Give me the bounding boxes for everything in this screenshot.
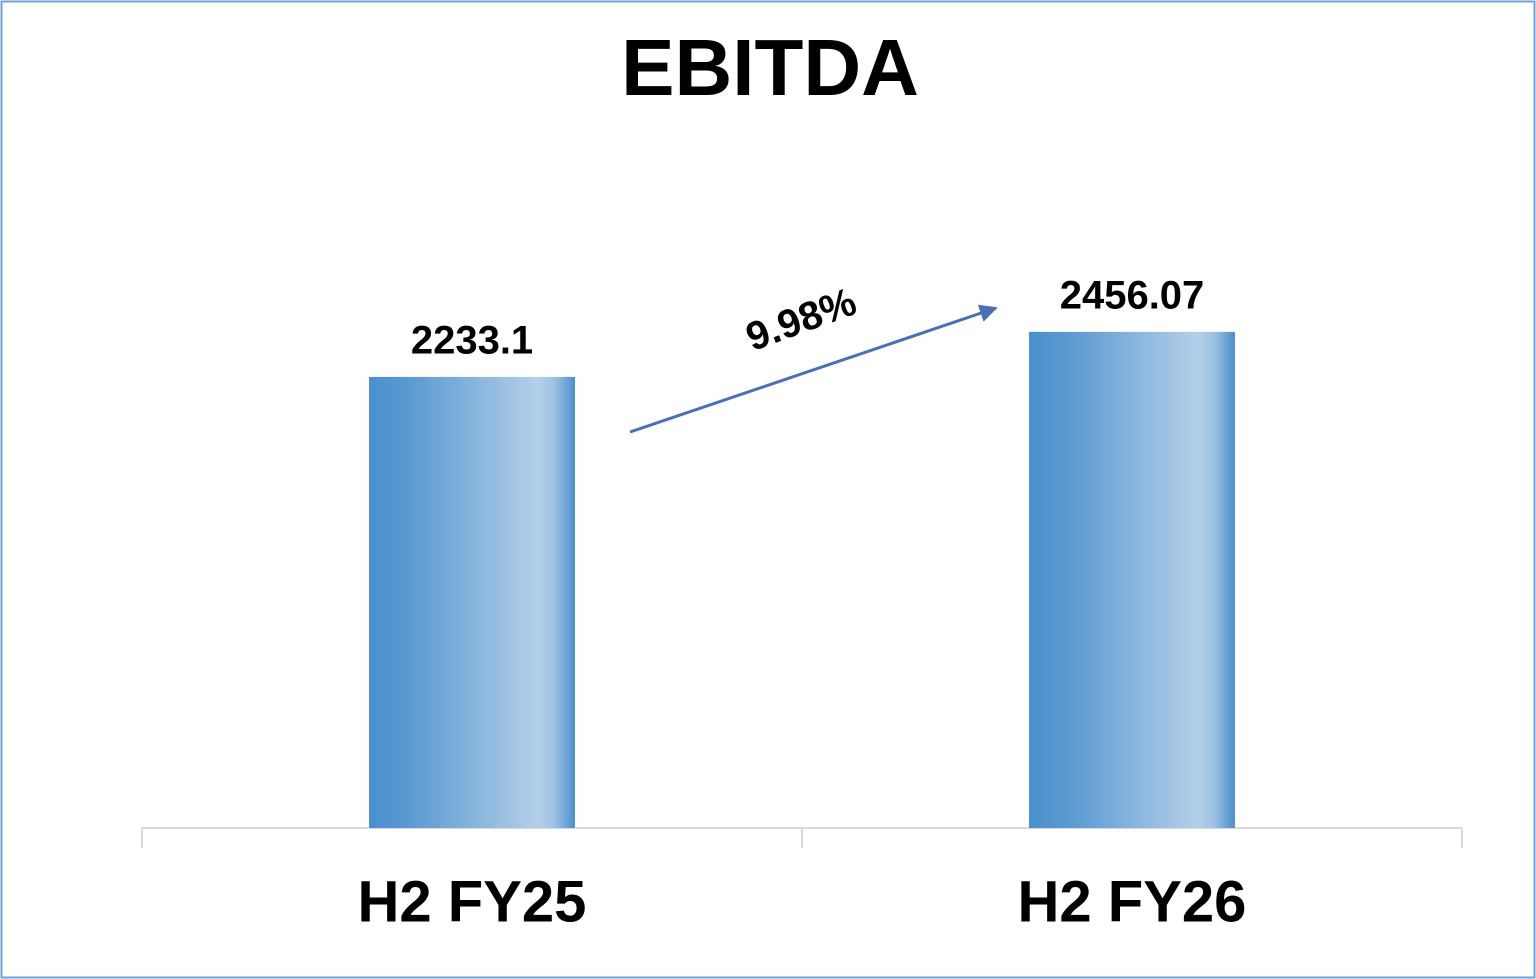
value-label: 2456.07: [1060, 273, 1205, 317]
x-tick-label: H2 FY25: [358, 869, 587, 934]
x-tick-label: H2 FY26: [1018, 869, 1247, 934]
bar: [1029, 331, 1235, 828]
chart-title: EBITDA: [621, 23, 919, 112]
growth-arrow: [629, 304, 998, 434]
bar: [369, 376, 575, 828]
value-label: 2233.1: [411, 318, 533, 362]
